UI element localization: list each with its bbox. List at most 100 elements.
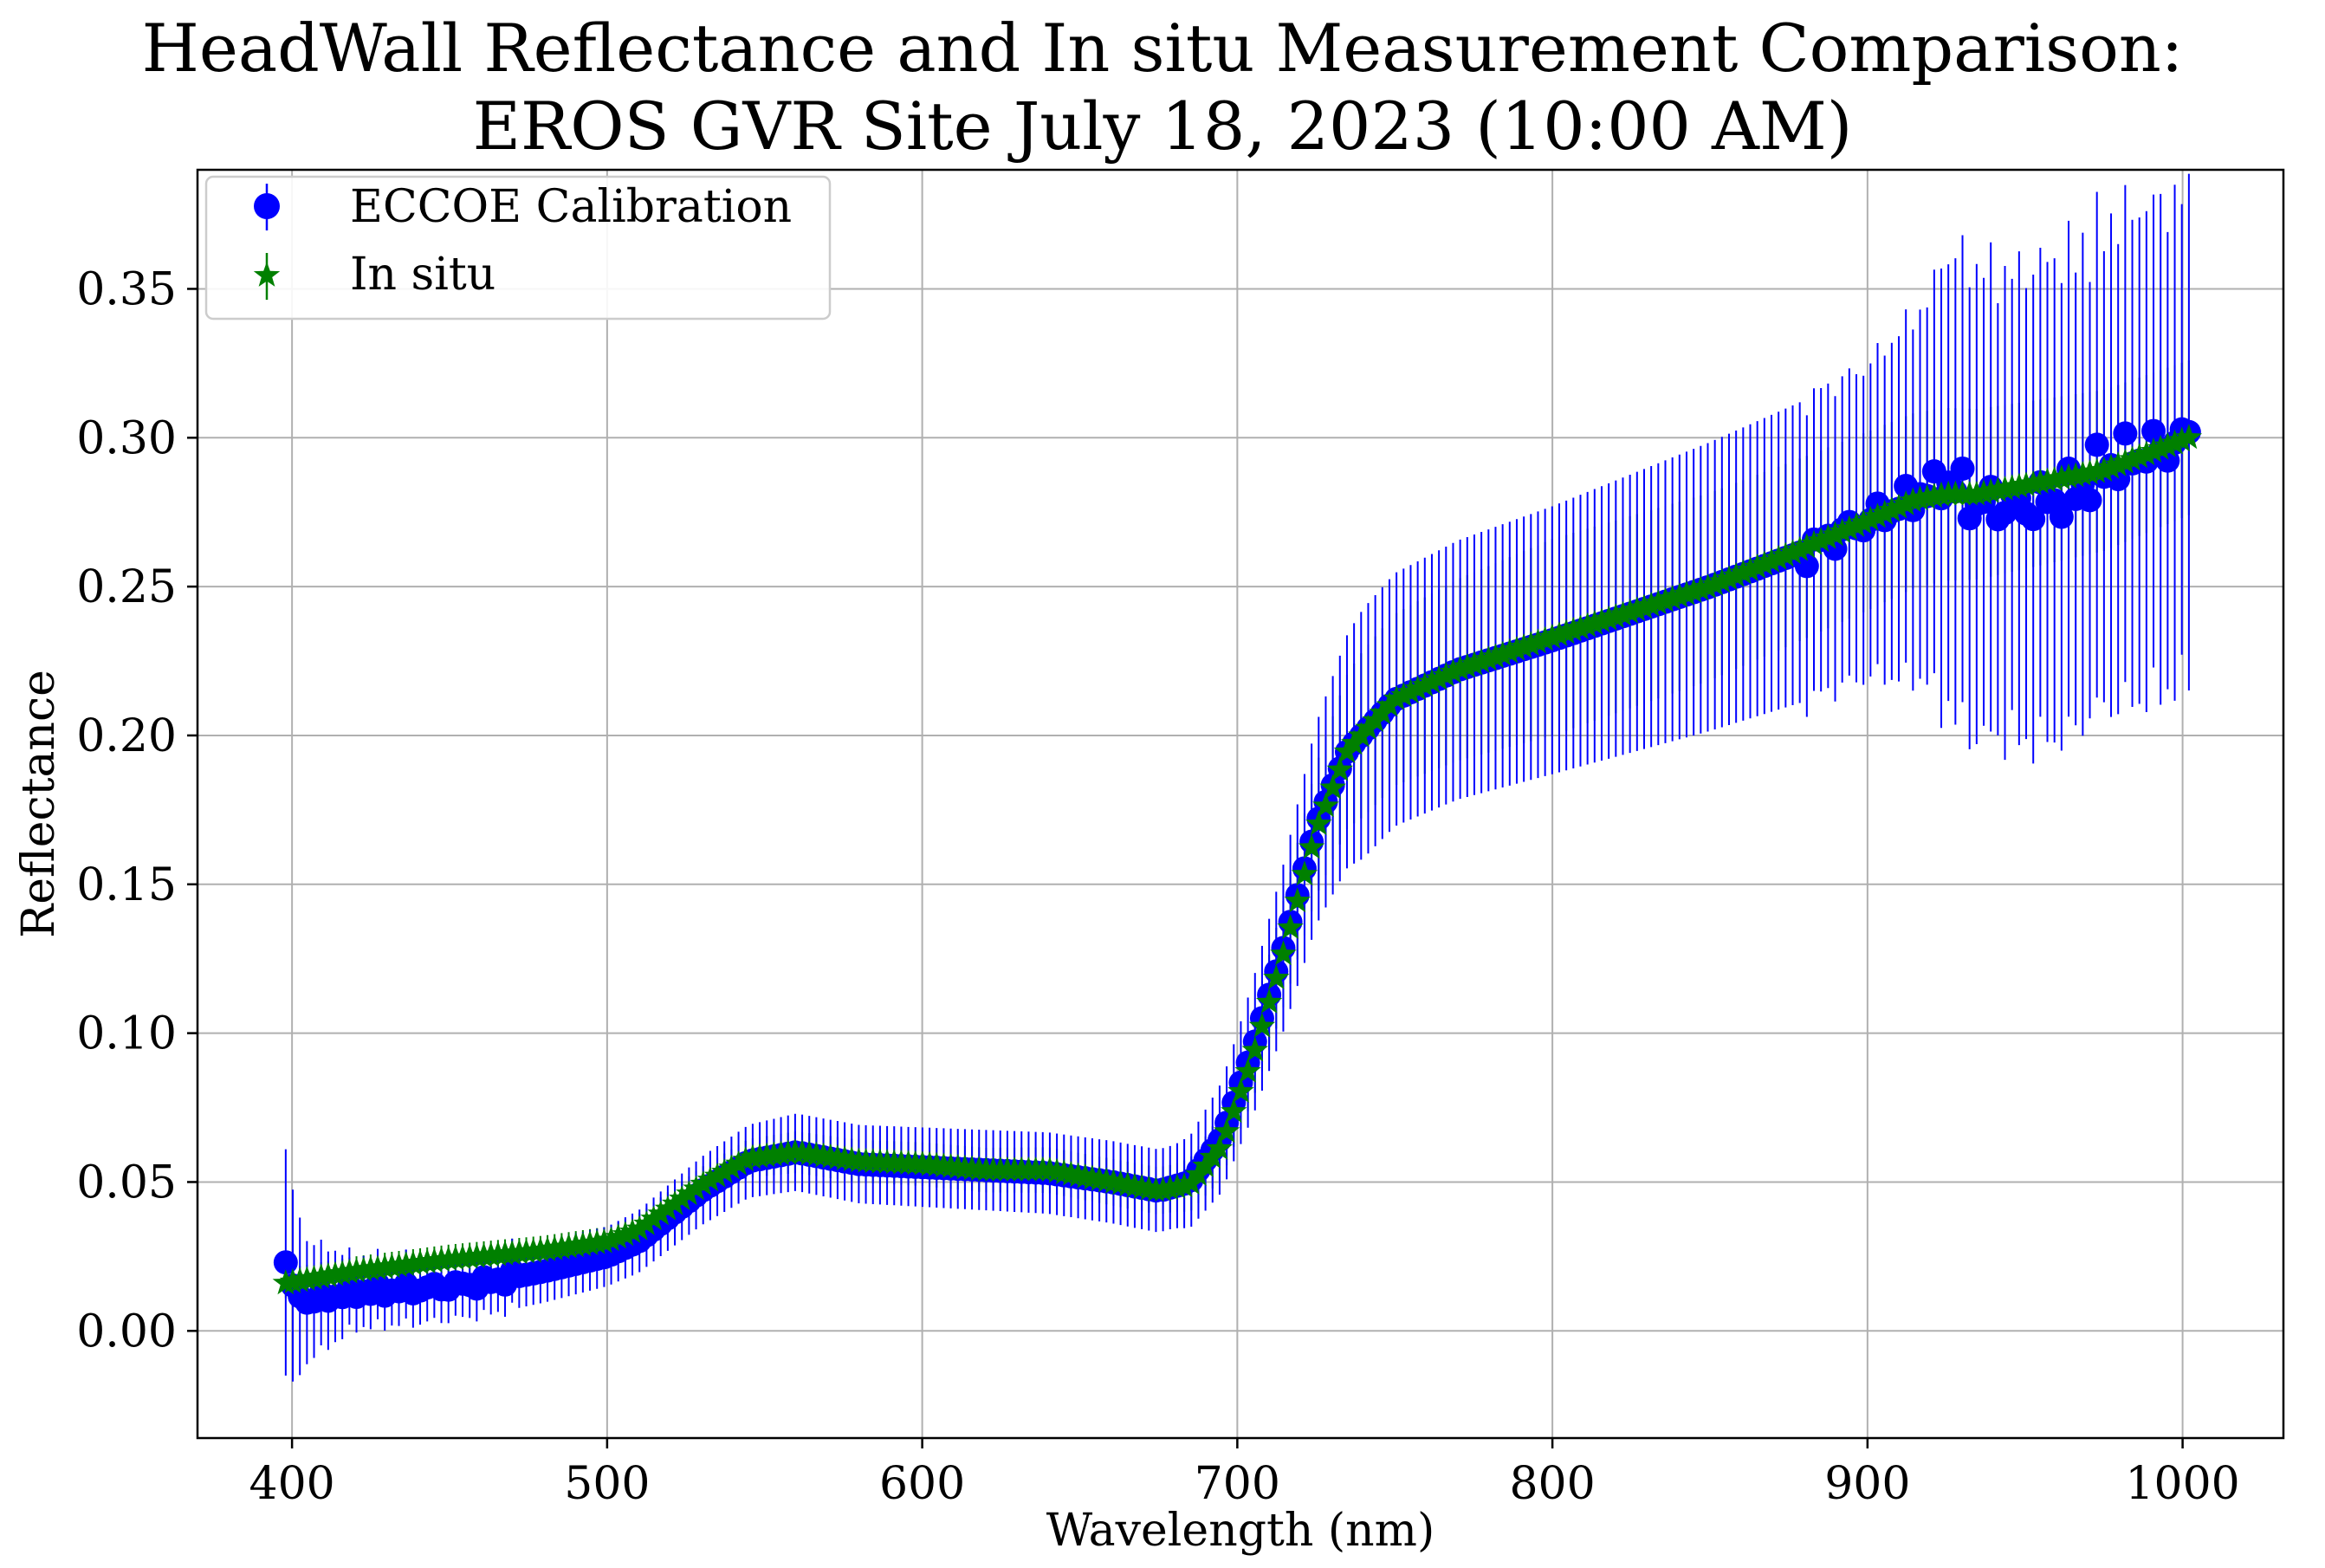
- in-situ-point: [1744, 553, 1771, 579]
- eccoe-point: [273, 1250, 298, 1275]
- in-situ-point: [1708, 567, 1735, 593]
- in-situ-point: [732, 1146, 759, 1172]
- in-situ-point: [2112, 448, 2139, 474]
- in-situ-point: [1637, 591, 1665, 617]
- in-situ-point: [1270, 940, 1297, 966]
- in-situ-point: [1192, 1152, 1219, 1177]
- in-situ-point: [1843, 512, 1870, 537]
- y-tick-label: 0.10: [76, 1008, 177, 1060]
- in-situ-point: [1815, 523, 1842, 549]
- in-situ-point: [1440, 658, 1467, 684]
- in-situ-point: [1715, 565, 1743, 591]
- in-situ-point: [1355, 714, 1382, 740]
- in-situ-point: [1630, 593, 1658, 619]
- in-situ-point: [1595, 605, 1622, 631]
- in-situ-point: [1460, 650, 1488, 676]
- in-situ-point: [626, 1215, 653, 1241]
- in-situ-point: [1482, 643, 1509, 669]
- in-situ-point: [1864, 502, 1891, 528]
- eccoe-point: [2049, 504, 2074, 529]
- y-axis-ticks: 0.00 0.05 0.10 0.15 0.20 0.25 0.30 0.35: [76, 263, 198, 1357]
- in-situ-point: [1206, 1135, 1234, 1160]
- legend-insitu-label: In situ: [350, 249, 495, 301]
- in-situ-point: [696, 1166, 724, 1192]
- in-situ-point: [1185, 1161, 1212, 1186]
- in-situ-point: [1241, 1036, 1268, 1062]
- legend-eccoe-marker: [254, 193, 280, 219]
- eccoe-point: [2084, 432, 2109, 457]
- in-situ-point: [2090, 457, 2118, 482]
- in-situ-point: [1560, 616, 1587, 642]
- in-situ-point: [669, 1185, 696, 1210]
- in-situ-point: [1425, 664, 1453, 690]
- in-situ-point: [612, 1221, 639, 1247]
- in-situ-point: [1871, 499, 1898, 525]
- legend-eccoe-label: ECCOE Calibration: [350, 181, 792, 233]
- in-situ-point: [1418, 668, 1446, 694]
- x-tick-label: 600: [879, 1458, 965, 1510]
- in-situ-point: [676, 1180, 703, 1206]
- chart-title-line1: HeadWall Reflectance and In situ Measure…: [142, 10, 2184, 87]
- in-situ-point: [2105, 450, 2132, 476]
- in-situ-point: [591, 1228, 618, 1254]
- x-tick-label: 900: [1824, 1458, 1910, 1510]
- in-situ-point: [1369, 699, 1396, 725]
- in-situ-point: [1694, 573, 1721, 599]
- in-situ-point: [718, 1154, 745, 1180]
- x-axis-ticks: 400 500 600 700 800 900 1000: [249, 1438, 2240, 1510]
- eccoe-point: [2077, 488, 2102, 513]
- in-situ-point: [1277, 914, 1304, 939]
- in-situ-point: [654, 1195, 682, 1221]
- in-situ-point: [2175, 424, 2203, 450]
- in-situ-point: [1348, 722, 1375, 748]
- in-situ-point: [1779, 539, 1806, 564]
- in-situ-point: [2126, 443, 2153, 469]
- in-situ-point: [1652, 586, 1679, 612]
- x-tick-label: 400: [249, 1458, 334, 1510]
- in-situ-point: [1623, 596, 1650, 622]
- legend: ECCOE Calibration In situ: [204, 175, 832, 321]
- in-situ-point: [640, 1205, 667, 1231]
- in-situ-point: [1489, 640, 1516, 666]
- in-situ-point: [1850, 509, 1877, 535]
- in-situ-point: [1645, 589, 1672, 615]
- in-situ-point: [2161, 429, 2188, 455]
- in-situ-point: [1687, 575, 1714, 601]
- in-situ-point: [1574, 612, 1601, 638]
- in-situ-point: [1467, 647, 1495, 673]
- x-tick-label: 800: [1509, 1458, 1595, 1510]
- eccoe-point: [2113, 421, 2138, 446]
- in-situ-point: [1305, 810, 1332, 836]
- in-situ-point: [2140, 437, 2167, 463]
- y-tick-label: 0.15: [76, 859, 177, 911]
- chart-title-line2: EROS GVR Site July 18, 2023 (10:00 AM): [473, 87, 1853, 165]
- in-situ-point: [1808, 527, 1835, 553]
- in-situ-point: [1326, 755, 1353, 781]
- in-situ-point: [2097, 453, 2125, 479]
- in-situ-point: [1701, 570, 1728, 596]
- in-situ-point: [1397, 678, 1424, 704]
- in-situ-point: [1829, 517, 1855, 543]
- in-situ-point: [1552, 619, 1580, 645]
- in-situ-point: [1532, 625, 1558, 651]
- in-situ-point: [2147, 434, 2174, 460]
- in-situ-point: [1765, 544, 1792, 570]
- in-situ-point: [1404, 675, 1431, 701]
- in-situ-point: [1730, 559, 1757, 585]
- in-situ-point: [1319, 774, 1346, 800]
- in-situ-point: [2154, 431, 2181, 457]
- in-situ-point: [661, 1189, 689, 1215]
- in-situ-point: [618, 1218, 646, 1244]
- in-situ-point: [1284, 887, 1311, 913]
- in-situ-point: [1213, 1118, 1240, 1144]
- in-situ-point: [1673, 580, 1700, 606]
- in-situ-point: [1503, 635, 1531, 661]
- in-situ-point: [2119, 445, 2146, 471]
- in-situ-point: [633, 1210, 660, 1235]
- in-situ-point: [1793, 533, 1821, 559]
- in-situ-point: [1255, 988, 1283, 1014]
- legend-box: [204, 175, 832, 321]
- in-situ-point: [1383, 684, 1410, 710]
- y-tick-label: 0.05: [76, 1157, 177, 1208]
